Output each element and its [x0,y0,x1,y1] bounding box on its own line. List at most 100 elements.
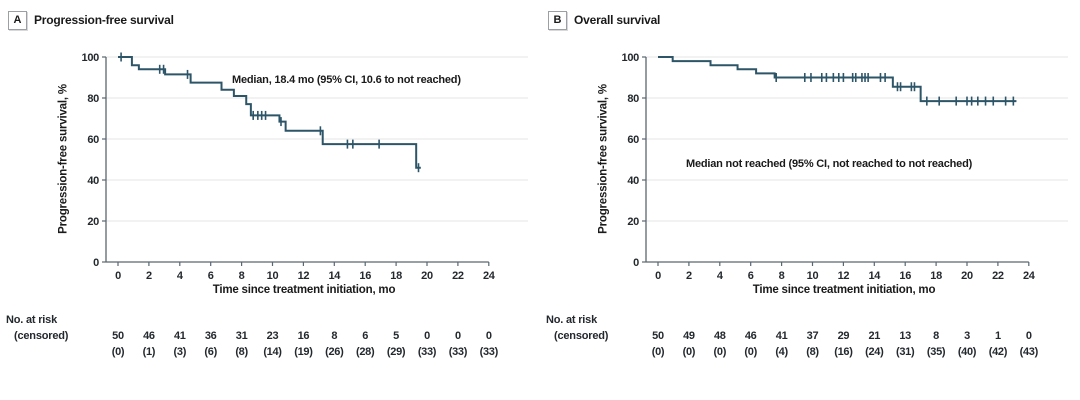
x-axis-title: Time since treatment initiation, mo [752,284,936,296]
km-curve [118,56,421,169]
x-tick-label: 16 [359,270,371,282]
at-risk-value: 48 [713,330,726,342]
x-tick-label: 0 [655,270,661,282]
x-tick-label: 12 [838,270,850,282]
y-axis-title: Progression-free survival, % [597,84,610,234]
censored-count-value: (43) [1019,346,1039,358]
panel-header: B Overall survival [548,10,661,30]
censored-count-value: (31) [896,346,915,358]
number-at-risk-label: No. at risk [6,314,57,326]
km-curve [658,56,1017,103]
censored-count-value: (26) [325,346,344,358]
censored-count-value: (33) [417,346,437,358]
x-tick-label: 14 [868,270,881,282]
at-risk-value: 36 [204,330,217,342]
y-tick-label: 60 [87,134,99,146]
y-tick-label: 100 [622,52,640,64]
y-tick-label: 80 [87,93,99,105]
at-risk-value: 31 [235,330,248,342]
censored-label: (censored) [554,330,609,342]
at-risk-value: 0 [485,330,492,342]
panel-title: Overall survival [574,13,661,27]
at-risk-value: 0 [424,330,430,342]
censored-count-value: (0) [744,346,757,358]
panel-progression-free-survival: 0 20 40 60 80 100 0 2 4 6 8 10 12 14 16 18 20 22 24 A Prog… [6,10,528,358]
censored-count-value: (35) [926,346,946,358]
at-risk-value: 46 [143,330,155,342]
censored-count-value: (4) [775,346,788,358]
x-tick-label: 14 [328,270,341,282]
y-tick-label: 0 [93,257,99,269]
panel-overall-survival: 0 20 40 60 80 100 0 2 4 6 8 10 12 14 16 18 20 22 24 B Over… [540,0,1080,400]
x-tick-label: 6 [748,270,754,282]
x-tick-label: 8 [239,270,245,282]
censored-count-value: (19) [294,346,313,358]
at-risk-value: 0 [454,330,461,342]
censored-count-value: (29) [386,346,406,358]
x-tick-label: 8 [779,270,785,282]
censored-count-value: (3) [173,346,187,358]
x-tick-label: 20 [421,270,433,282]
panel-header: A Progression-free survival [8,10,174,30]
y-tick-label: 100 [82,52,100,64]
x-tick-label: 6 [208,270,214,282]
x-tick-label: 22 [452,270,464,282]
y-tick-label: 80 [627,93,639,105]
x-axis-title: Time since treatment initiation, mo [212,284,396,296]
panel-letter-badge: A [8,10,27,30]
censored-count-value: (0) [651,346,665,358]
median-annotation: Median, 18.4 mo (95% CI, 10.6 to not rea… [232,74,461,86]
panel-letter-badge: B [548,10,567,30]
number-at-risk-label: No. at risk [546,314,597,326]
censored-count-value: (33) [448,346,468,358]
at-risk-value: 41 [173,330,186,342]
at-risk-value: 50 [112,330,124,342]
y-tick-label: 60 [627,134,639,146]
censored-count-value: (0) [111,346,125,358]
at-risk-value: 21 [868,330,881,342]
y-tick-label: 20 [87,216,99,228]
at-risk-value: 0 [1025,330,1032,342]
at-risk-value: 29 [837,330,850,342]
at-risk-value: 46 [744,330,757,342]
x-tick-label: 4 [717,270,724,282]
x-tick-label: 24 [1023,270,1036,282]
at-risk-value: 8 [331,330,338,342]
median-annotation: Median not reached (95% CI, not reached … [686,158,973,170]
censored-count-value: (33) [479,346,499,358]
x-tick-label: 18 [390,270,402,282]
censored-count-value: (8) [235,346,248,358]
at-risk-value: 37 [806,330,819,342]
x-tick-label: 22 [992,270,1004,282]
x-tick-label: 24 [483,270,496,282]
censored-count-value: (0) [713,346,727,358]
x-tick-label: 4 [177,270,184,282]
x-tick-label: 10 [807,270,819,282]
censored-count-value: (1) [142,346,156,358]
at-risk-value: 50 [652,330,664,342]
x-tick-label: 18 [930,270,942,282]
censored-label: (censored) [14,330,69,342]
y-tick-label: 40 [87,175,99,187]
x-tick-label: 10 [267,270,279,282]
censored-count-value: (24) [865,346,884,358]
censored-count-value: (28) [356,346,375,358]
at-risk-value: 8 [933,330,939,342]
x-tick-label: 2 [686,270,692,282]
y-axis-title: Progression-free survival, % [57,84,70,234]
censored-count-value: (6) [204,346,217,358]
x-tick-label: 16 [899,270,911,282]
x-tick-label: 0 [115,270,121,282]
censored-count-value: (40) [957,346,977,358]
censored-count-value: (16) [834,346,853,358]
censored-count-value: (42) [988,346,1008,358]
censored-count-value: (14) [263,346,282,358]
censored-count-value: (8) [806,346,819,358]
x-tick-label: 2 [146,270,152,282]
at-risk-value: 1 [994,330,1001,342]
at-risk-value: 5 [393,330,399,342]
y-tick-label: 0 [633,257,639,269]
